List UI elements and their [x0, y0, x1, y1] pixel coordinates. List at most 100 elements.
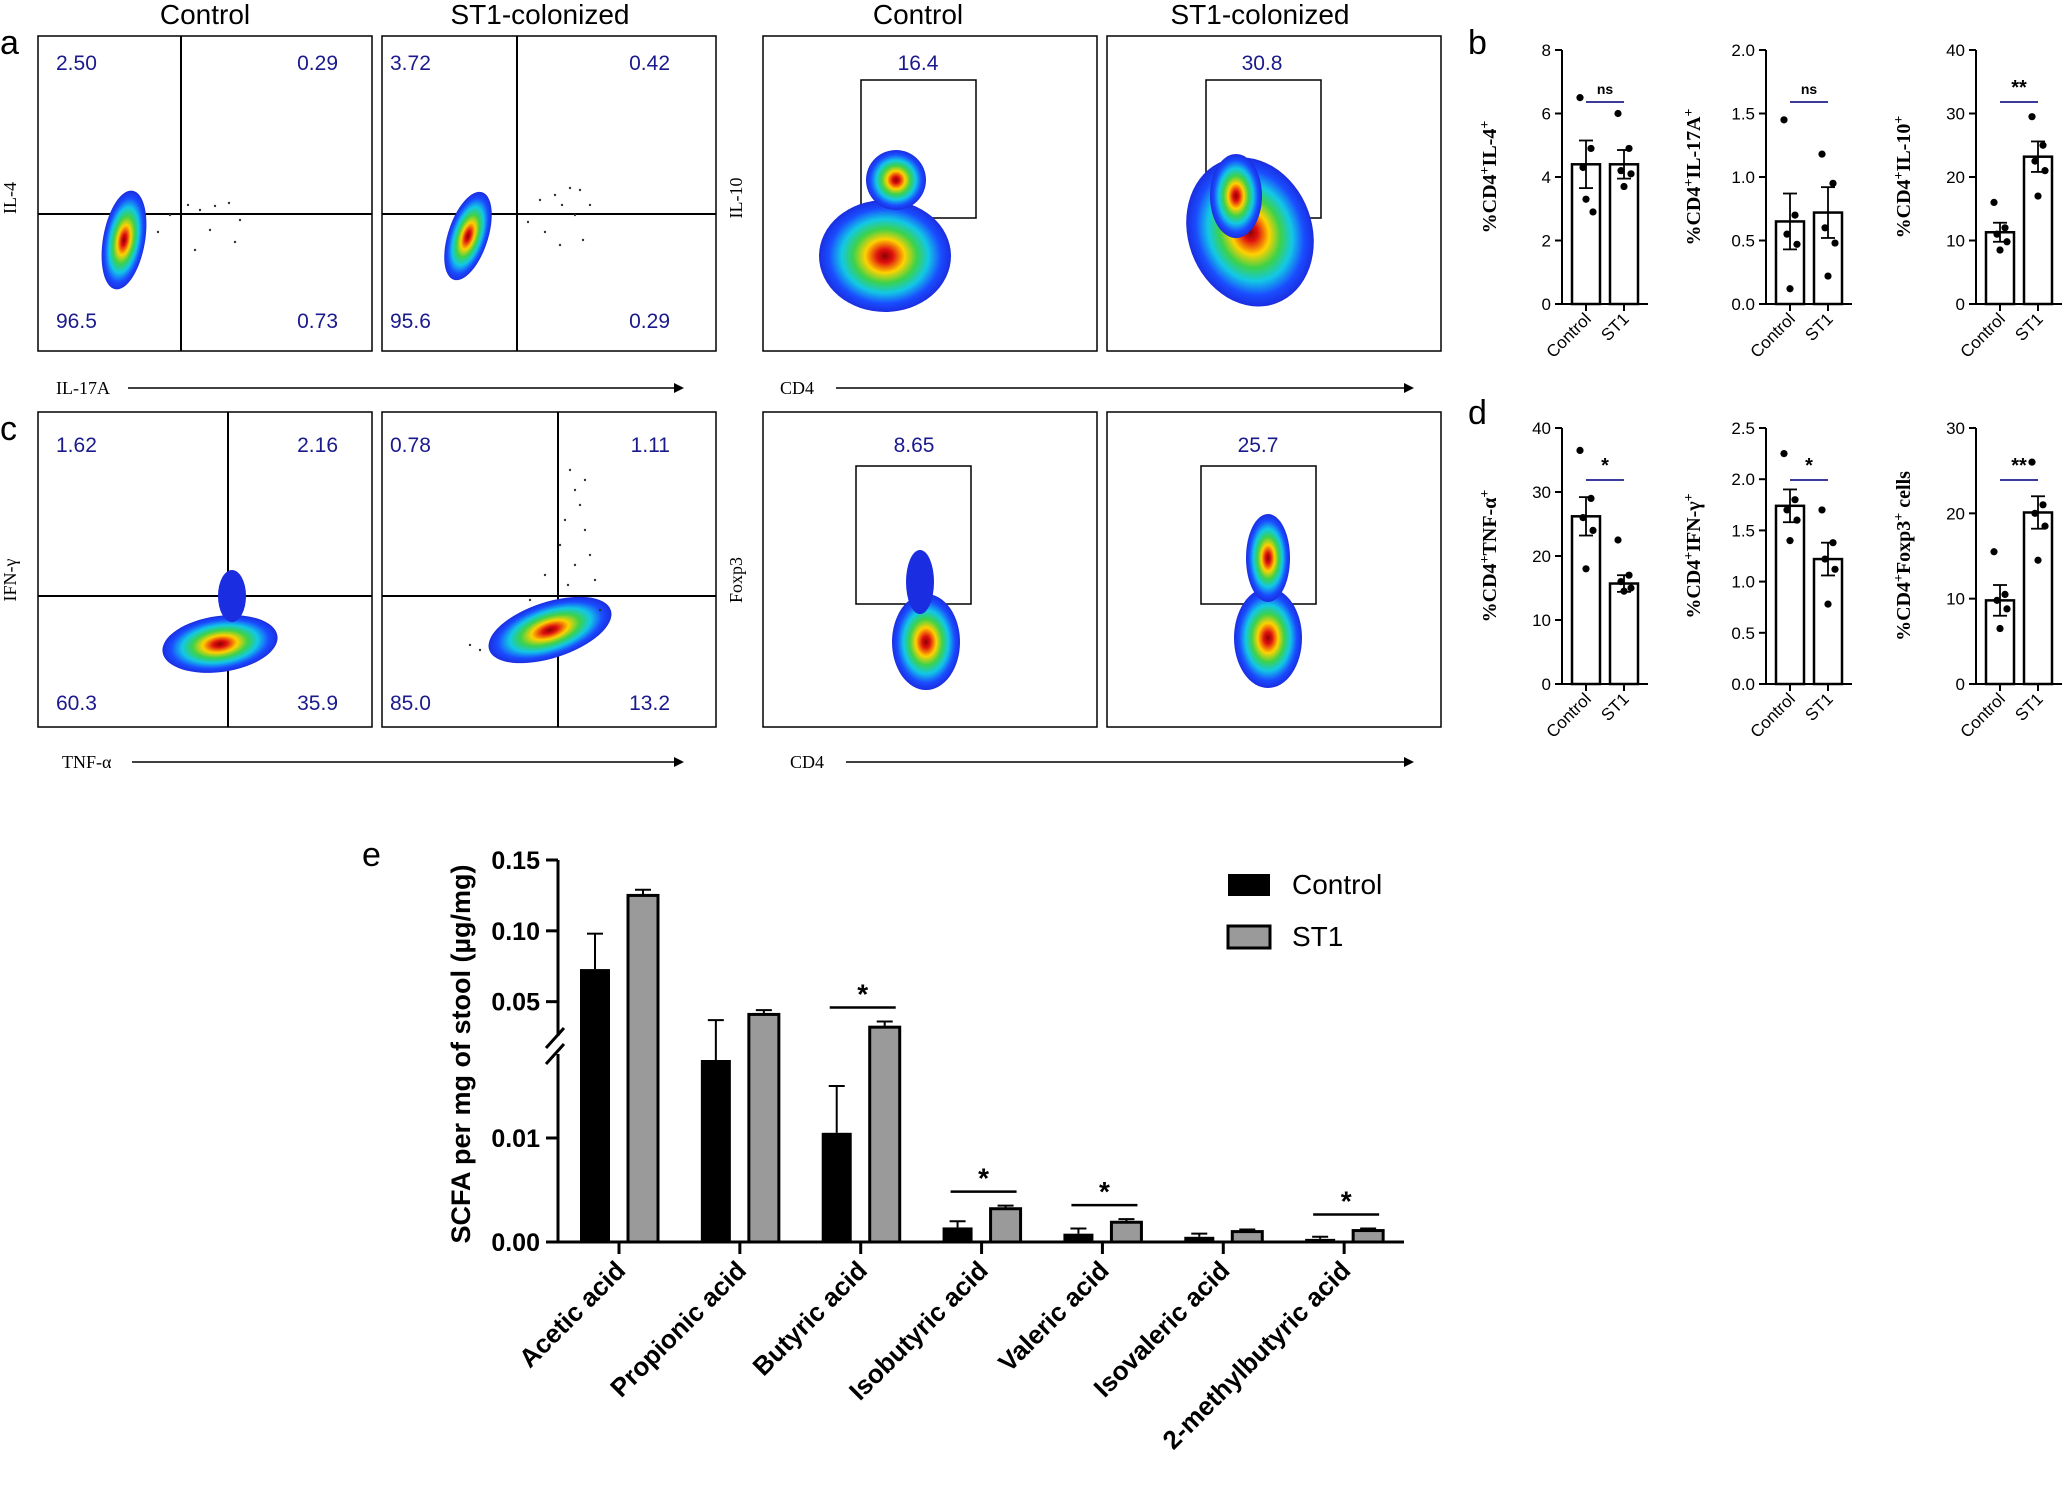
ylabel-foxp3: Foxp3 — [726, 557, 746, 603]
flow-plot-c3 — [762, 411, 1098, 728]
y-tick-label: 1.5 — [1731, 105, 1755, 124]
y-tick-label: 0 — [1956, 295, 1965, 314]
significance-marker: ns — [1801, 81, 1818, 97]
density-blob — [1234, 588, 1302, 688]
flow-plot-a2 — [381, 35, 717, 352]
data-point — [1993, 596, 2001, 604]
flow-row-a: Control ST1-colonized Control ST1-coloni… — [0, 0, 1442, 398]
data-point — [1829, 539, 1837, 547]
bar-control — [1774, 504, 1806, 686]
x-tick-label: Control — [1957, 309, 2009, 361]
bar-st1 — [747, 1012, 781, 1244]
data-point — [2039, 501, 2047, 509]
legend-swatch-control — [1228, 874, 1270, 896]
x-tick-label: ST1 — [1597, 309, 1632, 344]
data-point — [1786, 285, 1794, 293]
y-tick-label: 30 — [1946, 419, 1965, 438]
data-point — [1576, 94, 1584, 102]
significance-marker: * — [1099, 1176, 1110, 1207]
data-point — [2003, 238, 2011, 246]
header-control-a-right: Control — [873, 0, 963, 30]
density-blob — [892, 594, 960, 690]
data-point — [1579, 163, 1587, 172]
quad-lr: 0.73 — [297, 310, 338, 333]
header-st1-a-right: ST1-colonized — [1171, 0, 1350, 30]
data-point — [1617, 578, 1625, 586]
legend-label-st1: ST1 — [1292, 921, 1343, 952]
x-tick-label: Control — [1747, 309, 1799, 361]
quad-ul: 2.50 — [56, 52, 97, 75]
gate-value: 16.4 — [898, 52, 939, 75]
data-point — [1780, 116, 1788, 124]
y-tick-label: 0.01 — [491, 1125, 540, 1153]
data-point — [2041, 167, 2049, 175]
x-tick-label: ST1 — [1801, 309, 1836, 344]
x-tick-label: Control — [1957, 689, 2009, 741]
y-tick-label: 40 — [1946, 41, 1965, 60]
data-point — [1818, 506, 1826, 514]
flow-plot-a3 — [762, 35, 1098, 352]
data-point — [1824, 272, 1832, 280]
y-tick-label: 1.0 — [1731, 168, 1755, 187]
y-tick-label: 0.15 — [491, 847, 540, 875]
significance-marker: * — [1805, 455, 1813, 477]
quad-ur: 1.11 — [631, 434, 670, 457]
axis-break-mark — [544, 1042, 566, 1066]
x-tick-label: ST1 — [1597, 689, 1632, 724]
data-point — [1625, 144, 1633, 153]
y-tick-label: 2.0 — [1731, 470, 1755, 489]
y-axis-label: %CD4+TNF-α+ — [1478, 490, 1502, 623]
y-tick-label: 20 — [1946, 168, 1965, 187]
y-tick-label: 0 — [1956, 675, 1965, 694]
density-blob — [218, 570, 246, 622]
gate-value: 25.7 — [1238, 434, 1279, 457]
data-point — [2028, 458, 2036, 466]
bar-st1 — [1812, 557, 1844, 686]
panel-letter-c: c — [0, 410, 17, 448]
y-tick-label: 0.5 — [1731, 232, 1755, 251]
bar-st1 — [989, 1207, 1023, 1244]
data-point — [1818, 150, 1826, 158]
y-tick-label: 0 — [1542, 295, 1551, 314]
bar-control — [1984, 599, 2016, 686]
bar-control — [700, 1060, 731, 1242]
density-blob — [444, 191, 492, 281]
ylabel-il4: IL-4 — [0, 182, 20, 214]
axis-break-mark — [544, 1026, 566, 1050]
bar-st1 — [2022, 155, 2054, 306]
y-axis-label: %CD4+Foxp3+ cells — [1892, 471, 1916, 641]
xlabel-il17a: IL-17A — [56, 378, 110, 398]
significance-marker: * — [857, 979, 868, 1010]
header-control-a-left: Control — [160, 0, 250, 30]
data-point — [1783, 506, 1791, 514]
x-tick-label: Acetic acid — [513, 1255, 631, 1373]
significance-marker: * — [978, 1163, 989, 1194]
density-blob — [906, 550, 934, 614]
data-point — [1831, 565, 1839, 573]
bar-chart-2: 0.0 0.5 1.0 1.5 2.0 Control ST1 ns %CD4+IL-17A+ — [1682, 41, 1852, 362]
data-point — [2034, 556, 2042, 564]
data-point — [2001, 224, 2009, 232]
data-point — [1996, 246, 2004, 254]
x-tick-label: Valeric acid — [992, 1255, 1114, 1377]
y-tick-label: 0.0 — [1731, 295, 1755, 314]
flow-row-c: 1.62 2.16 60.3 35.9 0.78 1.11 85.0 13.2 … — [0, 411, 1442, 772]
bar-chart-1: 0 2 4 6 8 Control ST1 ns %CD4+IL-4+ — [1478, 41, 1648, 362]
y-tick-label: 1.0 — [1731, 573, 1755, 592]
scfa-bar-chart: SCFA per mg of stool (µg/mg) Control ST1… — [446, 847, 1404, 1455]
y-tick-label: 2 — [1542, 232, 1551, 251]
data-point — [1783, 230, 1791, 238]
legend-label-control: Control — [1292, 869, 1382, 900]
significance-marker: ** — [2011, 455, 2027, 477]
data-point — [1579, 514, 1587, 522]
data-point — [2039, 141, 2047, 149]
bar-control — [1305, 1238, 1336, 1242]
significance-marker: * — [1601, 455, 1609, 477]
y-tick-label: 6 — [1542, 105, 1551, 124]
bar-control — [1063, 1233, 1094, 1242]
quad-lr: 35.9 — [297, 692, 338, 715]
data-point — [2003, 605, 2011, 613]
data-point — [1582, 195, 1590, 203]
y-axis-label: %CD4+IL-17A+ — [1682, 108, 1706, 245]
